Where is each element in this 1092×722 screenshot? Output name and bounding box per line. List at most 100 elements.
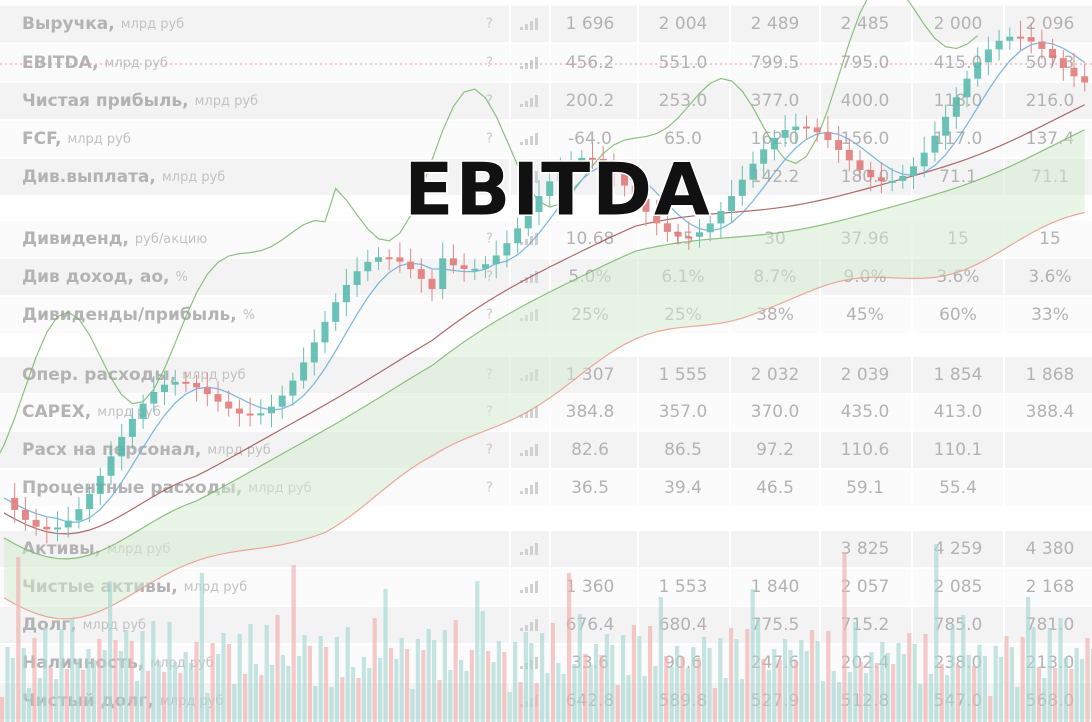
volume-bar — [275, 615, 280, 722]
cell-value: 1 696 — [566, 14, 615, 34]
volume-bar — [885, 653, 890, 722]
bar-icon — [530, 21, 533, 30]
cell-value: 200.2 — [566, 91, 615, 111]
label: Дивиденд, — [22, 229, 129, 249]
volume-bar — [124, 630, 129, 722]
candle — [43, 526, 51, 530]
volume-bar — [324, 647, 329, 722]
candle — [631, 185, 639, 199]
candle — [161, 384, 168, 393]
candle — [449, 258, 457, 266]
volume-bar — [388, 648, 393, 722]
volume-bar — [691, 647, 696, 722]
candle — [1081, 76, 1089, 83]
volume-bar — [5, 647, 10, 722]
bar-icon — [520, 242, 523, 245]
volume-bar — [367, 668, 372, 722]
cell-value: 142.2 — [751, 167, 800, 187]
bar-icon — [535, 95, 538, 107]
cell-value: 551.0 — [659, 53, 708, 73]
candle — [21, 509, 29, 520]
volume-bar — [880, 642, 885, 722]
volume-bar — [32, 638, 37, 722]
unit: млрд руб — [207, 443, 270, 458]
row-label: Опер. расходы, млрд руб — [22, 365, 246, 385]
volume-bar — [588, 665, 593, 722]
unit: млрд руб — [195, 94, 258, 109]
volume-bar — [329, 687, 334, 722]
volume-bar — [723, 678, 728, 722]
row-label: Дивиденды/прибыль,% — [22, 305, 255, 325]
cell-value: 180.0 — [841, 167, 890, 187]
candle — [952, 97, 960, 117]
volume-bar — [702, 637, 707, 722]
cell-value: 785.0 — [934, 615, 983, 635]
cell-value: 3.6% — [1028, 267, 1071, 287]
bar-icon — [530, 136, 533, 145]
bar-icon — [535, 171, 538, 183]
bar-icon — [520, 104, 523, 107]
volume-bar — [626, 675, 631, 722]
cell-value: 2 489 — [751, 14, 800, 34]
volume-bar — [345, 627, 350, 722]
volume-bar — [788, 650, 793, 722]
row-label: Выручка, млрд руб — [22, 14, 184, 34]
bar-icon — [530, 584, 533, 593]
candle — [182, 381, 190, 384]
cell-value: 1 840 — [751, 577, 800, 597]
volume-bar — [1074, 648, 1079, 722]
volume-bar — [923, 634, 928, 722]
volume-bar — [631, 625, 636, 722]
bar-icon — [525, 177, 528, 183]
volume-bar — [270, 665, 275, 722]
cloud-edge — [3, 129, 1085, 560]
unit: % — [243, 308, 255, 323]
volume-bar — [648, 626, 653, 722]
bar-icon — [525, 488, 528, 494]
volume-bar — [16, 557, 21, 722]
candle — [428, 278, 436, 290]
volume-bar — [205, 693, 210, 722]
candle — [696, 232, 703, 237]
candle — [64, 520, 72, 528]
cell-value: 2 085 — [934, 577, 983, 597]
label: Чистая прибыль, — [22, 91, 189, 111]
cell-value: 384.8 — [566, 402, 615, 422]
row-bg — [0, 607, 1092, 643]
bar-icon — [525, 412, 528, 418]
volume-bar — [145, 671, 150, 722]
help-icon: ? — [486, 94, 493, 109]
candle — [268, 406, 275, 414]
volume-bar — [189, 663, 194, 722]
volume-bar — [459, 660, 464, 722]
candle — [578, 157, 586, 162]
candle — [1017, 36, 1024, 39]
volume-bar — [75, 659, 80, 722]
label: EBITDA, — [22, 53, 99, 73]
cell-value: 10.68 — [566, 229, 615, 249]
bar-icon — [520, 415, 523, 418]
cell-value: 2 485 — [841, 14, 890, 34]
volume-bar — [1042, 678, 1047, 722]
bar-icon — [525, 587, 528, 593]
volume-bar — [210, 643, 215, 722]
volume-bar — [1090, 649, 1092, 722]
label: FCF, — [22, 129, 61, 149]
volume-bar — [113, 640, 118, 722]
volume-bar — [696, 658, 701, 722]
volume-bar — [135, 681, 140, 722]
volume-bar — [91, 660, 96, 722]
volume-bar — [102, 650, 107, 722]
volume-bar — [59, 629, 64, 722]
volume-bar — [415, 639, 420, 722]
cell-value: 39.4 — [664, 478, 702, 498]
volume-bar — [151, 621, 156, 722]
candle — [1070, 67, 1078, 77]
cell-value: 2 057 — [841, 577, 890, 597]
bar-icon — [535, 482, 538, 494]
volume-bar — [837, 682, 842, 722]
volume-bar — [540, 633, 545, 722]
bar-icon — [530, 174, 533, 183]
bar-icon — [530, 236, 533, 245]
bar-icon — [525, 63, 528, 69]
